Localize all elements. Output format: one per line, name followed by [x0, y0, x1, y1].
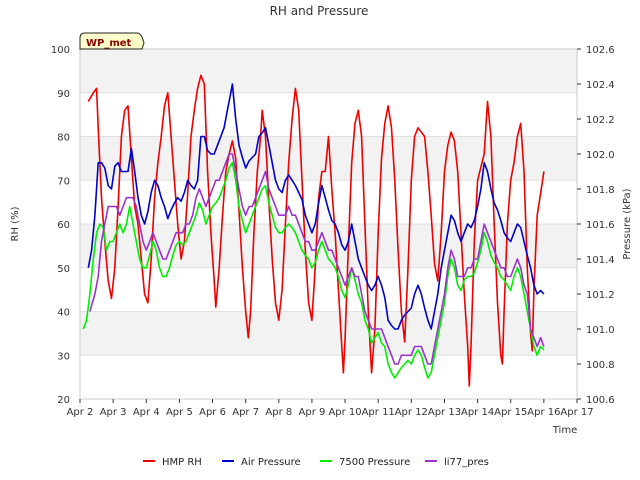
- legend-label: HMP RH: [162, 457, 202, 468]
- series-layer: [82, 74, 545, 387]
- station-badge-label: WP_met: [86, 38, 132, 49]
- x-tick-label: Apr 8: [265, 407, 292, 418]
- x-tick-label: Apr 2: [67, 407, 94, 418]
- y-left-tick-label: 50: [57, 264, 70, 275]
- y-right-tick-label: 101.2: [586, 290, 615, 301]
- y-left-tick-label: 60: [57, 220, 70, 231]
- y-left-tick-label: 70: [57, 176, 70, 187]
- series-line-air-pressure: [87, 83, 545, 330]
- x-tick-label: Apr 15: [494, 407, 527, 418]
- series-line-7500-pressure: [82, 161, 545, 379]
- y-left-tick-label: 90: [57, 89, 70, 100]
- x-tick-label: Apr 7: [232, 407, 259, 418]
- x-tick-label: Apr 4: [133, 407, 160, 418]
- background-band: [80, 49, 577, 93]
- y-left-tick-label: 40: [57, 308, 70, 319]
- background-band: [80, 355, 577, 399]
- station-badge: WP_met: [79, 32, 145, 50]
- station-badge-box: [79, 32, 145, 50]
- background-band: [80, 267, 577, 312]
- y-right-tick-label: 100.6: [586, 395, 615, 406]
- y-right-tick-label: 101.6: [586, 220, 615, 231]
- y-right-tick-label: 101.0: [586, 325, 615, 336]
- y-left-axis-title: RH (%): [10, 206, 21, 241]
- y-right-tick-label: 102.2: [586, 115, 615, 126]
- x-tick-label: Apr 12: [395, 407, 428, 418]
- x-tick-label: Apr 17: [560, 407, 593, 418]
- legend-label: 7500 Pressure: [339, 457, 410, 468]
- y-right-axis-title: Pressure (kPa): [622, 188, 633, 259]
- legend: HMP RH Air Pressure 7500 Pressure li77_pres: [143, 457, 489, 468]
- x-tick-label: Apr 14: [461, 407, 494, 418]
- legend-label: li77_pres: [444, 457, 489, 468]
- legend-label: Air Pressure: [241, 457, 301, 468]
- y-left-axis-ticks: 20 30 40 50 60 70 80 90 100: [51, 45, 70, 406]
- background-band: [80, 92, 577, 137]
- series-line-hmp-rh: [87, 74, 545, 387]
- x-tick-label: Apr 16: [527, 407, 560, 418]
- x-tick-label: Apr 3: [100, 407, 127, 418]
- x-tick-label: Apr 10: [328, 407, 361, 418]
- x-tick-label: Apr 5: [166, 407, 193, 418]
- x-tick-label: Apr 6: [199, 407, 226, 418]
- x-axis-title: Time: [552, 425, 577, 436]
- y-right-tick-label: 101.4: [586, 255, 615, 266]
- y-right-tick-label: 101.8: [586, 185, 615, 196]
- y-left-tick-label: 100: [51, 45, 70, 56]
- y-right-tick-label: 100.8: [586, 360, 615, 371]
- x-tick-label: Apr 13: [428, 407, 461, 418]
- y-right-axis-ticks: 100.6 100.8 101.0 101.2 101.4 101.6 101.8 102.0…: [577, 45, 615, 406]
- y-left-tick-label: 30: [57, 351, 70, 362]
- x-axis-ticks: Apr 2 Apr 3 Apr 4 Apr 5 Apr 6 Apr 7 Apr 8 Apr 9…: [67, 399, 594, 418]
- x-tick-label: Apr 11: [362, 407, 395, 418]
- background-band: [80, 311, 577, 356]
- y-left-tick-label: 20: [57, 395, 70, 406]
- y-right-tick-label: 102.4: [586, 80, 615, 91]
- y-right-tick-label: 102.6: [586, 45, 615, 56]
- y-right-tick-label: 102.0: [586, 150, 615, 161]
- chart-title: RH and Pressure: [270, 4, 369, 18]
- x-tick-label: Apr 9: [299, 407, 326, 418]
- y-left-tick-label: 80: [57, 133, 70, 144]
- series-line-li77-pres: [89, 153, 545, 365]
